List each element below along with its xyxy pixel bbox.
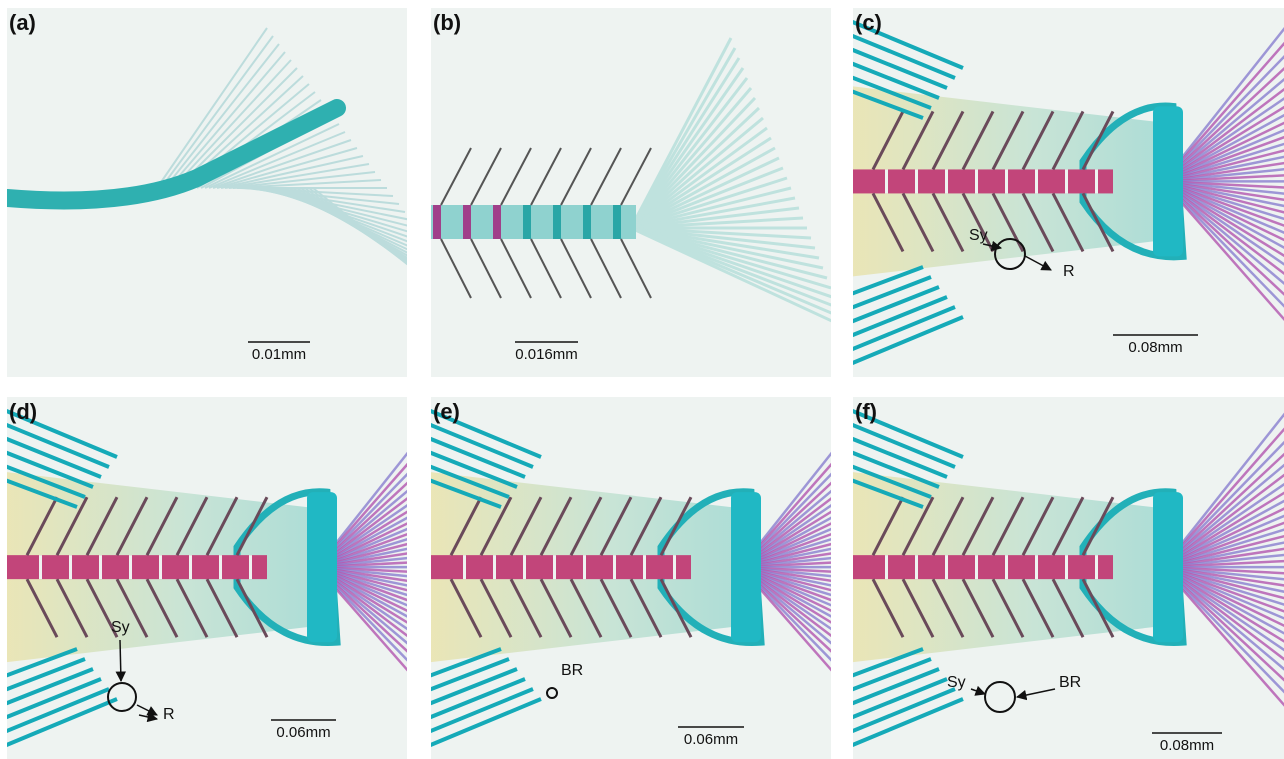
- annotation: Sy: [947, 674, 966, 691]
- scale-bar-label: 0.08mm: [1160, 737, 1214, 754]
- annotation: Sy: [111, 619, 130, 636]
- annotation: R: [163, 706, 175, 723]
- joint: [613, 555, 616, 579]
- joint: [643, 555, 646, 579]
- joint: [69, 555, 72, 579]
- vertebra: [493, 205, 501, 239]
- joint: [885, 169, 888, 193]
- vertebra: [523, 205, 531, 239]
- panel-label: (f): [855, 399, 877, 424]
- joint: [975, 555, 978, 579]
- joint: [463, 555, 466, 579]
- joint: [673, 555, 676, 579]
- annotation-arrow: [120, 640, 121, 681]
- figure: (a) 0.01mm (b) 0.016mm (c) 0.08mm Sy R (d) 0.06mm…: [0, 0, 1284, 759]
- vertebra: [583, 205, 591, 239]
- scale-bar-label: 0.06mm: [276, 724, 330, 741]
- vertebra: [553, 205, 561, 239]
- spine: [431, 555, 691, 579]
- joint: [249, 555, 252, 579]
- hypural-plate: [1153, 492, 1183, 642]
- joint: [915, 555, 918, 579]
- micrograph: [843, 0, 1284, 377]
- panel-label: (b): [433, 10, 461, 35]
- scale-bar-label: 0.016mm: [515, 346, 578, 363]
- panel: (c) 0.08mm Sy R: [843, 0, 1284, 377]
- vertebra: [613, 205, 621, 239]
- joint: [1035, 169, 1038, 193]
- joint: [553, 555, 556, 579]
- joint: [189, 555, 192, 579]
- scale-bar-label: 0.08mm: [1128, 339, 1182, 356]
- joint: [1005, 555, 1008, 579]
- joint: [1065, 555, 1068, 579]
- spine: [7, 555, 267, 579]
- spine: [853, 169, 1113, 193]
- joint: [583, 555, 586, 579]
- joint: [1095, 555, 1098, 579]
- joint: [1005, 169, 1008, 193]
- joint: [885, 555, 888, 579]
- joint: [1035, 555, 1038, 579]
- spine: [431, 205, 636, 239]
- joint: [493, 555, 496, 579]
- joint: [915, 169, 918, 193]
- scale-bar-label: 0.01mm: [252, 346, 306, 363]
- annotation: R: [1063, 263, 1075, 280]
- panel-label: (c): [855, 10, 882, 35]
- micrograph: [431, 8, 847, 377]
- panel-label: (a): [9, 10, 36, 35]
- joint: [523, 555, 526, 579]
- joint: [39, 555, 42, 579]
- joint: [975, 169, 978, 193]
- spine: [853, 555, 1113, 579]
- annotation: BR: [561, 662, 583, 679]
- joint: [129, 555, 132, 579]
- joint: [1065, 169, 1068, 193]
- joint: [1095, 169, 1098, 193]
- vertebra: [433, 205, 441, 239]
- scale-bar-label: 0.06mm: [684, 731, 738, 748]
- panel: (a) 0.01mm: [7, 8, 501, 377]
- joint: [219, 555, 222, 579]
- joint: [99, 555, 102, 579]
- hypural-plate: [1153, 106, 1183, 256]
- vertebra: [463, 205, 471, 239]
- panel: (f) 0.08mm Sy BR: [843, 363, 1284, 759]
- micrograph: [7, 8, 501, 377]
- hypural-plate: [307, 492, 337, 642]
- panel-label: (d): [9, 399, 37, 424]
- panel: (b) 0.016mm: [431, 8, 847, 377]
- annotation: Sy: [969, 227, 988, 244]
- annotation: BR: [1059, 674, 1081, 691]
- hypural-plate: [731, 492, 761, 642]
- joint: [945, 169, 948, 193]
- panel-label: (e): [433, 399, 460, 424]
- joint: [159, 555, 162, 579]
- micrograph: [843, 363, 1284, 759]
- joint: [945, 555, 948, 579]
